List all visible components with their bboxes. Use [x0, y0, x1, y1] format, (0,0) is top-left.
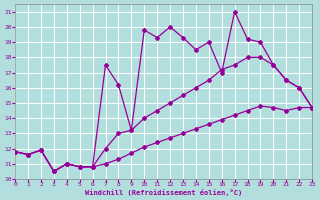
- X-axis label: Windchill (Refroidissement éolien,°C): Windchill (Refroidissement éolien,°C): [85, 189, 242, 196]
